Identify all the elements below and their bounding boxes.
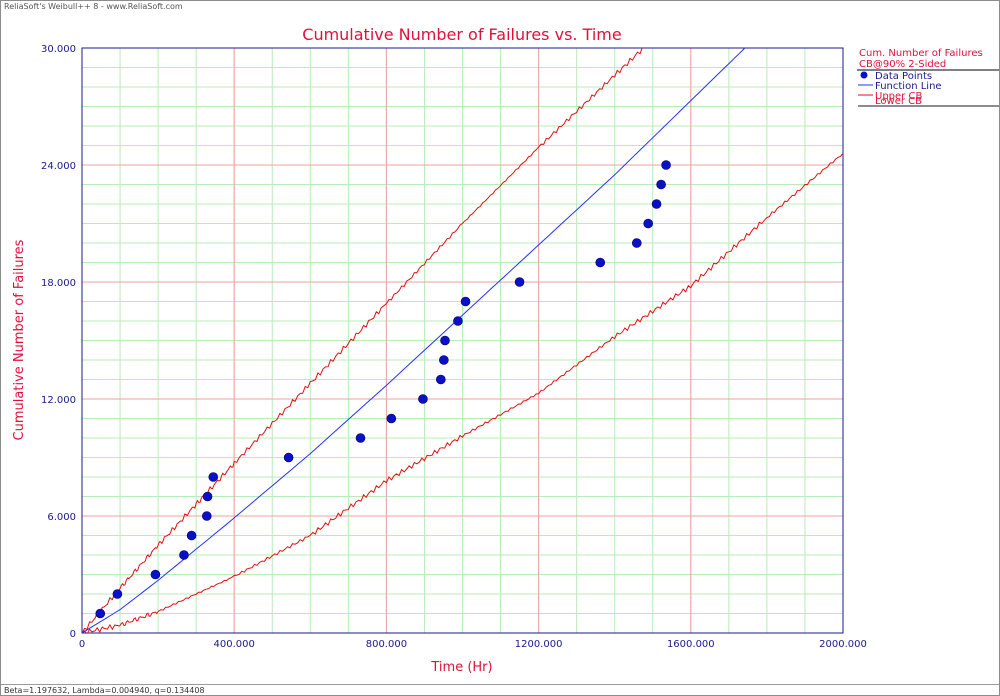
x-tick-label: 2000.000 xyxy=(819,639,867,650)
x-tick-labels: 0 400.000 800.000 1200.000 1600.000 2000.000 xyxy=(79,639,867,650)
legend-entry-upper-cb: Upper CB xyxy=(875,91,922,102)
legend-subtitle: CB@90% 2-Sided xyxy=(859,59,946,70)
y-tick-label: 24.000 xyxy=(41,161,76,172)
data-point xyxy=(631,238,642,248)
data-point xyxy=(656,179,666,190)
data-point xyxy=(643,218,653,229)
data-point xyxy=(418,394,428,404)
grid-minor xyxy=(81,47,844,634)
legend-entry-lower-cb: Lower CB xyxy=(875,96,922,107)
function-line xyxy=(82,48,746,633)
lower-cb-line xyxy=(82,152,843,633)
x-tick-label: 1600.000 xyxy=(667,639,715,650)
legend-entry-function-line: Function Line xyxy=(875,81,942,92)
data-point xyxy=(355,433,366,443)
y-tick-labels: 0 6.000 12.000 18.000 24.000 30.000 xyxy=(41,44,76,640)
data-point xyxy=(436,374,446,385)
plot-frame xyxy=(81,47,844,634)
data-point xyxy=(208,472,219,482)
data-point xyxy=(202,491,213,502)
y-tick-label: 12.000 xyxy=(41,395,76,406)
status-bar: Beta=1.197632, Lambda=0.004940, q=0.1344… xyxy=(1,684,999,695)
y-tick-label: 18.000 xyxy=(41,278,76,289)
chart-title: Cumulative Number of Failures vs. Time xyxy=(302,25,621,44)
legend-entry-data-points: Data Points xyxy=(875,71,932,82)
data-point xyxy=(514,277,525,287)
y-tick-label: 0 xyxy=(70,629,76,640)
data-point xyxy=(651,199,662,209)
x-axis-label: Time (Hr) xyxy=(430,660,492,675)
data-point xyxy=(439,355,449,365)
legend-title: Cum. Number of Failures xyxy=(859,48,983,59)
y-tick-label: 6.000 xyxy=(47,512,76,523)
data-points xyxy=(95,160,671,619)
x-tick-label: 1200.000 xyxy=(515,639,563,650)
data-point xyxy=(386,413,397,424)
data-point xyxy=(453,316,463,326)
data-point xyxy=(95,608,106,619)
y-tick-label: 30.000 xyxy=(41,44,76,55)
data-point xyxy=(440,335,450,346)
title-bar: ReliaSoft's Weibull++ 8 - www.ReliaSoft.… xyxy=(4,2,183,11)
data-point xyxy=(179,550,189,560)
data-point xyxy=(186,530,197,541)
legend-marker-data-points xyxy=(860,71,868,79)
x-tick-label: 400.000 xyxy=(214,639,255,650)
data-point xyxy=(460,296,471,307)
legend: Cum. Number of Failures CB@90% 2-Sided D… xyxy=(857,48,999,107)
data-point xyxy=(283,452,294,463)
chart: Cumulative Number of Failures vs. Time 0… xyxy=(12,25,999,675)
y-axis-label: Cumulative Number of Failures xyxy=(12,239,27,440)
data-point xyxy=(661,160,671,170)
upper-cb-line xyxy=(82,48,646,633)
x-tick-label: 0 xyxy=(79,639,85,650)
data-point xyxy=(595,257,606,268)
data-point xyxy=(112,589,123,599)
data-point xyxy=(150,569,161,580)
x-tick-label: 800.000 xyxy=(366,639,407,650)
data-point xyxy=(202,511,212,521)
